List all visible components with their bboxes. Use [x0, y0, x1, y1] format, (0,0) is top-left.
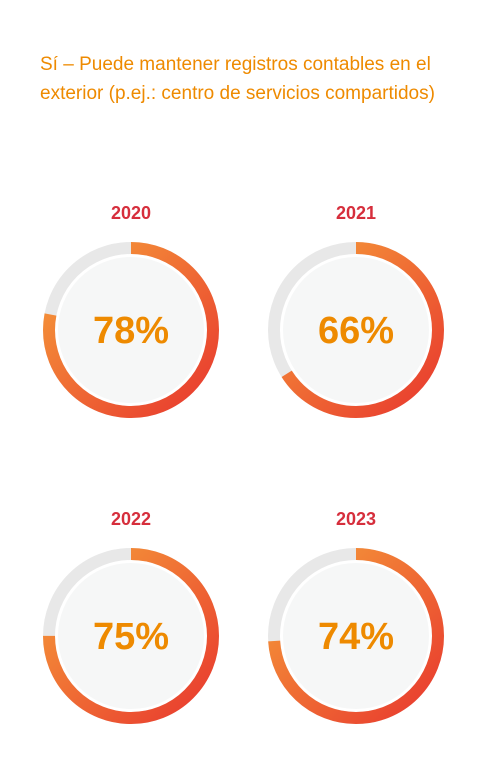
year-label: 2022 — [110, 509, 152, 529]
donut-chart-2021: 2021 66% — [266, 200, 446, 420]
donut-ring: 66% — [268, 242, 444, 418]
year-label: 2021 — [335, 203, 377, 223]
percent-value: 66% — [318, 310, 394, 352]
donut-value-arc — [43, 242, 219, 418]
donut-chart-2023: 2023 74% — [266, 506, 446, 726]
donut-inner — [58, 563, 204, 709]
donut-chart-2020: 2020 78% — [41, 200, 221, 420]
percent-value: 74% — [318, 616, 394, 658]
year-label: 2020 — [110, 203, 152, 223]
donut-ring: 75% — [43, 548, 219, 724]
percent-value: 75% — [93, 616, 169, 658]
donut-chart-2022: 2022 75% — [41, 506, 221, 726]
donut-ring: 74% — [268, 548, 444, 724]
donut-inner — [283, 563, 429, 709]
percent-value: 78% — [93, 310, 169, 352]
donut-ring: 78% — [43, 242, 219, 418]
donut-value-arc — [268, 242, 444, 418]
donut-value-arc — [43, 548, 219, 724]
donut-inner — [58, 257, 204, 403]
donut-value-arc — [268, 548, 444, 724]
chart-title: Sí – Puede mantener registros contables … — [40, 54, 435, 104]
year-label: 2023 — [335, 509, 377, 529]
donut-inner — [283, 257, 429, 403]
